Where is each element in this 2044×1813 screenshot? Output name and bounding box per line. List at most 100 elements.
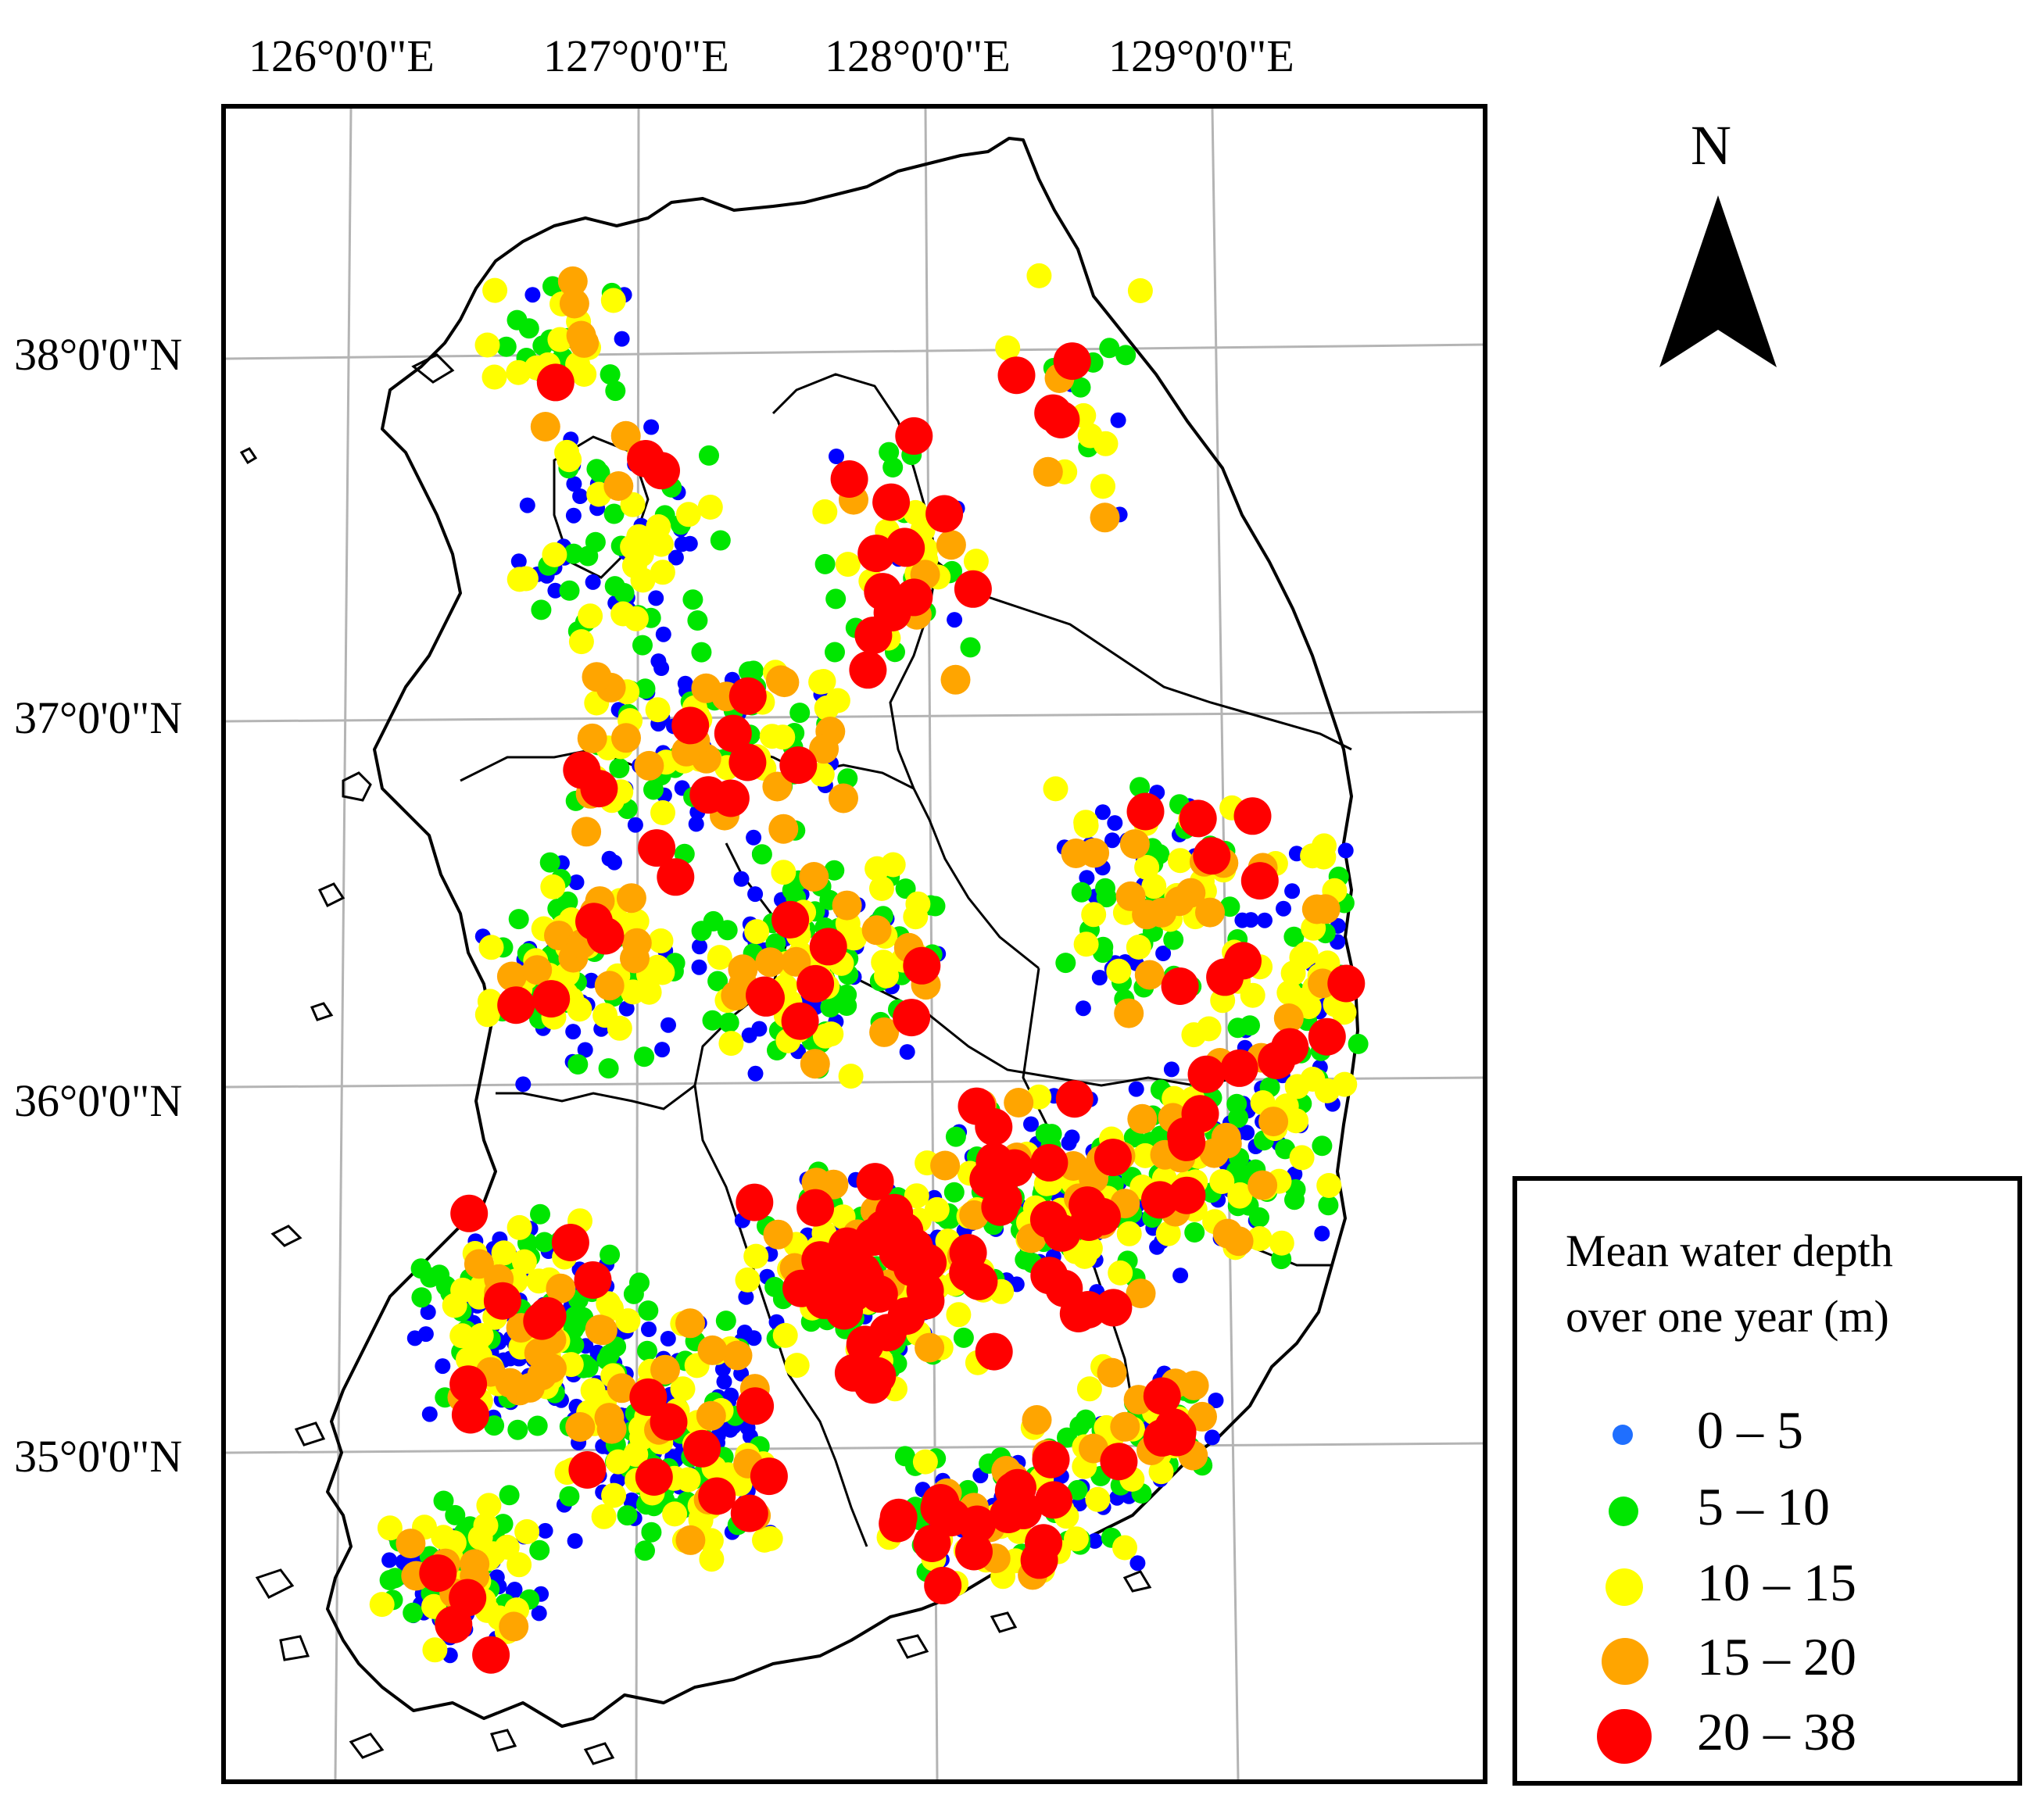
well-point bbox=[698, 1477, 736, 1515]
well-point bbox=[1163, 929, 1184, 950]
well-point bbox=[1127, 1103, 1158, 1134]
well-point bbox=[476, 1493, 502, 1518]
well-point bbox=[1129, 1555, 1146, 1572]
well-point bbox=[580, 1378, 606, 1404]
well-point bbox=[893, 999, 931, 1037]
well-point bbox=[855, 1218, 893, 1256]
well-point bbox=[645, 697, 671, 723]
coastal-islands bbox=[239, 353, 1152, 1765]
well-point bbox=[857, 535, 896, 573]
well-point bbox=[1075, 1000, 1091, 1017]
well-point bbox=[568, 629, 594, 655]
north-label: N bbox=[1691, 114, 1731, 177]
map-canvas bbox=[226, 109, 1483, 1779]
well-point bbox=[728, 743, 767, 781]
well-point bbox=[835, 552, 861, 578]
well-point bbox=[771, 900, 810, 939]
well-point bbox=[369, 1592, 395, 1618]
island-s-4 bbox=[990, 1611, 1018, 1633]
well-point bbox=[596, 1414, 627, 1444]
well-point bbox=[771, 860, 796, 885]
well-point bbox=[893, 1249, 931, 1287]
well-point bbox=[699, 1547, 725, 1572]
well-point bbox=[1314, 1078, 1340, 1103]
well-point bbox=[955, 1532, 993, 1571]
well-point bbox=[1035, 1481, 1073, 1519]
well-point bbox=[637, 1340, 657, 1361]
well-point bbox=[648, 531, 674, 557]
well-point bbox=[536, 363, 575, 402]
well-point bbox=[1181, 1095, 1219, 1133]
well-point bbox=[738, 1289, 754, 1305]
well-point bbox=[567, 1054, 589, 1075]
well-point bbox=[571, 817, 602, 847]
latitude-label-35: 35°0'0"N bbox=[14, 1431, 183, 1482]
well-point bbox=[491, 1240, 517, 1266]
well-point bbox=[577, 723, 607, 753]
well-point bbox=[1108, 1260, 1133, 1286]
well-point bbox=[1127, 278, 1153, 303]
well-point bbox=[616, 883, 646, 914]
well-point bbox=[668, 549, 684, 566]
well-point bbox=[1053, 342, 1091, 381]
well-point bbox=[746, 976, 783, 1014]
well-point bbox=[1069, 1186, 1107, 1225]
well-point bbox=[607, 1373, 637, 1404]
well-point bbox=[755, 947, 786, 978]
well-point bbox=[747, 886, 764, 903]
well-point bbox=[735, 1267, 761, 1293]
well-point bbox=[784, 1353, 810, 1379]
well-point bbox=[577, 1042, 593, 1058]
well-point bbox=[1086, 1532, 1103, 1549]
well-point bbox=[605, 1449, 631, 1475]
well-point bbox=[650, 560, 675, 585]
well-point bbox=[1227, 1182, 1253, 1207]
well-point bbox=[1106, 958, 1132, 984]
well-point bbox=[635, 1540, 655, 1561]
well-point bbox=[551, 1224, 589, 1261]
well-point bbox=[762, 771, 793, 802]
well-point bbox=[565, 507, 582, 524]
legend-dot-15-20 bbox=[1602, 1638, 1648, 1685]
well-point bbox=[809, 734, 839, 764]
well-point bbox=[621, 553, 647, 578]
well-point bbox=[519, 497, 535, 513]
well-point bbox=[568, 874, 585, 890]
well-point bbox=[522, 955, 553, 985]
well-point bbox=[497, 986, 535, 1025]
well-point bbox=[812, 1023, 838, 1049]
well-point bbox=[1143, 1377, 1181, 1415]
well-point bbox=[1161, 967, 1199, 1005]
well-point bbox=[864, 573, 902, 611]
well-point bbox=[688, 816, 704, 832]
well-point bbox=[849, 651, 887, 689]
well-point bbox=[559, 288, 589, 319]
well-point bbox=[1318, 1195, 1339, 1216]
well-point bbox=[1248, 1170, 1278, 1200]
well-point bbox=[812, 499, 838, 524]
well-point bbox=[1110, 1411, 1140, 1442]
well-point bbox=[674, 536, 690, 552]
well-point bbox=[854, 617, 893, 654]
well-point bbox=[818, 1169, 849, 1200]
well-point bbox=[899, 1044, 915, 1060]
island-sw-2 bbox=[279, 1635, 310, 1661]
well-point bbox=[537, 1353, 567, 1383]
well-point bbox=[634, 750, 664, 781]
legend-label-10-15: 10 – 15 bbox=[1697, 1553, 1856, 1612]
well-point bbox=[1073, 932, 1099, 957]
well-point bbox=[1063, 1526, 1089, 1552]
well-point bbox=[1276, 900, 1291, 917]
longitude-label-128: 128°0'0"E bbox=[825, 30, 1011, 81]
well-point bbox=[963, 549, 989, 574]
well-point bbox=[578, 603, 603, 629]
well-point bbox=[842, 925, 868, 951]
legend-item-0-5: 0 – 5 bbox=[1517, 1400, 2017, 1470]
well-point bbox=[751, 1021, 768, 1037]
well-point bbox=[1129, 777, 1151, 798]
well-point bbox=[915, 1332, 945, 1363]
well-point bbox=[547, 327, 573, 352]
well-point bbox=[643, 419, 660, 435]
well-point bbox=[707, 971, 728, 992]
well-point bbox=[574, 1261, 612, 1299]
